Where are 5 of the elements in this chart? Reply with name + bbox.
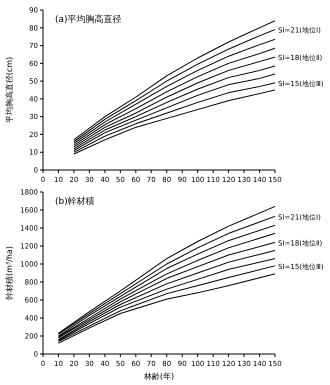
y-axis-title: 平均胸高直径(cm) [5, 56, 14, 124]
text: (a)平均胸高直径 [55, 14, 122, 25]
y-axis-title: 幹材積(m³/ha) [5, 246, 14, 300]
x-axis-title: 林齢(年) [142, 372, 174, 381]
text: (b)幹材積 [55, 196, 95, 207]
